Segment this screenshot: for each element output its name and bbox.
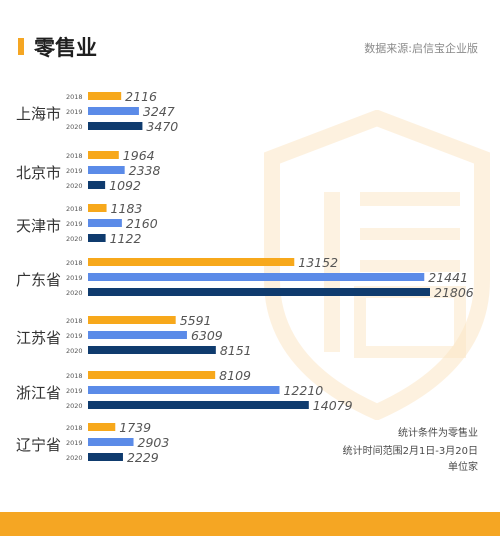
year-label: 2020 xyxy=(66,402,83,410)
note-condition: 统计条件为零售业 xyxy=(398,428,478,439)
value-label: 8109 xyxy=(219,368,251,383)
value-label: 3247 xyxy=(143,104,175,119)
value-label: 1183 xyxy=(111,201,143,216)
data-source: 数据来源:启信宝企业版 xyxy=(364,42,478,55)
bar xyxy=(88,316,176,324)
year-label: 2019 xyxy=(66,387,83,395)
note-unit: 单位家 xyxy=(448,462,478,473)
category-label: 浙江省 xyxy=(16,384,61,402)
value-label: 8151 xyxy=(220,343,252,358)
bar xyxy=(88,438,134,446)
value-label: 12210 xyxy=(283,383,323,398)
bar xyxy=(88,423,116,431)
bar xyxy=(88,92,122,100)
bar xyxy=(88,453,123,461)
value-label: 1739 xyxy=(119,420,151,435)
year-label: 2019 xyxy=(66,439,83,447)
year-label: 2020 xyxy=(66,123,83,131)
year-label: 2020 xyxy=(66,454,83,462)
value-label: 2903 xyxy=(138,435,170,450)
value-label: 3470 xyxy=(146,119,178,134)
category-label: 北京市 xyxy=(16,164,61,182)
category-label: 广东省 xyxy=(16,271,61,289)
year-label: 2018 xyxy=(66,93,83,101)
bar xyxy=(88,273,425,281)
bar xyxy=(88,288,430,296)
bar xyxy=(88,234,106,242)
bar xyxy=(88,401,309,409)
bar xyxy=(88,151,119,159)
page-title: 零售业 xyxy=(34,36,97,60)
footer-band xyxy=(0,512,500,536)
bar xyxy=(88,204,107,212)
year-label: 2019 xyxy=(66,274,83,282)
year-label: 2018 xyxy=(66,152,83,160)
bar xyxy=(88,371,216,379)
note-time-range: 统计时间范围2月1日-3月20日 xyxy=(342,446,478,457)
value-label: 14079 xyxy=(313,398,353,413)
category-label: 天津市 xyxy=(16,217,61,235)
bar xyxy=(88,181,106,189)
bar xyxy=(88,107,139,115)
year-label: 2019 xyxy=(66,332,83,340)
bar xyxy=(88,166,125,174)
value-label: 2229 xyxy=(127,450,159,465)
category-label: 上海市 xyxy=(16,105,61,123)
year-label: 2018 xyxy=(66,259,83,267)
bar xyxy=(88,258,295,266)
year-label: 2020 xyxy=(66,289,83,297)
bar xyxy=(88,346,216,354)
value-label: 6309 xyxy=(191,328,223,343)
year-label: 2020 xyxy=(66,235,83,243)
bar xyxy=(88,122,143,130)
value-label: 13152 xyxy=(298,255,338,270)
value-label: 21806 xyxy=(434,285,474,300)
year-label: 2018 xyxy=(66,424,83,432)
category-label: 江苏省 xyxy=(16,329,61,347)
value-label: 1964 xyxy=(123,148,155,163)
year-label: 2019 xyxy=(66,220,83,228)
value-label: 21441 xyxy=(428,270,468,285)
value-label: 1092 xyxy=(109,178,141,193)
year-label: 2018 xyxy=(66,205,83,213)
value-label: 2160 xyxy=(126,216,158,231)
category-label: 辽宁省 xyxy=(16,436,61,454)
title-accent-bar xyxy=(18,38,24,55)
year-label: 2020 xyxy=(66,347,83,355)
year-label: 2018 xyxy=(66,317,83,325)
value-label: 2338 xyxy=(129,163,161,178)
bar xyxy=(88,386,280,394)
value-label: 2116 xyxy=(125,89,157,104)
year-label: 2019 xyxy=(66,167,83,175)
year-label: 2020 xyxy=(66,182,83,190)
bar xyxy=(88,331,187,339)
year-label: 2019 xyxy=(66,108,83,116)
value-label: 1122 xyxy=(110,231,142,246)
year-label: 2018 xyxy=(66,372,83,380)
bar xyxy=(88,219,122,227)
value-label: 5591 xyxy=(180,313,212,328)
